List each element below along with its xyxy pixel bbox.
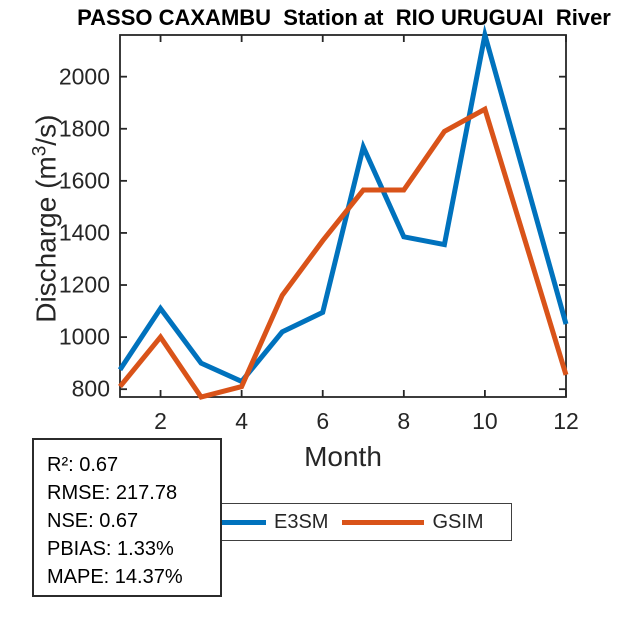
stat-rmse: RMSE: 217.78 [47,482,178,504]
y-tick-label: 1400 [58,219,110,246]
legend-label-gsim: GSIM [432,510,484,533]
stats-annotation-box: R²: 0.67 RMSE: 217.78 NSE: 0.67 PBIAS: 1… [32,438,222,597]
chart-title: PASSO CAXAMBU Station at RIO URUGUAI Riv… [77,5,611,30]
series-line-e3sm [117,24,569,385]
legend: E3SM GSIM [170,503,512,541]
x-tick-label: 8 [397,408,411,434]
legend-swatch-gsim [342,519,425,525]
y-tick-label: 1600 [58,167,110,194]
stat-nse: NSE: 0.67 [47,510,139,532]
axis-box [119,34,567,398]
legend-label-e3sm: E3SM [274,510,329,533]
stat-pbias: PBIAS: 1.33% [47,538,174,560]
y-tick-label: 800 [71,375,110,402]
y-tick-label: 1000 [58,323,110,350]
x-tick-label: 4 [235,408,249,434]
series-line-gsim [118,105,569,400]
x-axis-label: Month [304,441,382,472]
stat-mape: MAPE: 14.37% [47,566,183,588]
x-tick-label: 12 [553,408,579,434]
x-tick-label: 6 [316,408,330,434]
y-tick-label: 2000 [58,63,110,90]
x-tick-label: 2 [154,408,167,434]
data-series [117,24,569,400]
x-tick-label: 10 [472,408,498,434]
y-axis-label: Discharge (m3/s) [29,114,62,323]
y-tick-label: 1200 [58,271,110,298]
stat-r2: R²: 0.67 [47,454,119,476]
legend-swatch-e3sm [184,519,266,525]
y-tick-label: 1800 [58,115,110,142]
